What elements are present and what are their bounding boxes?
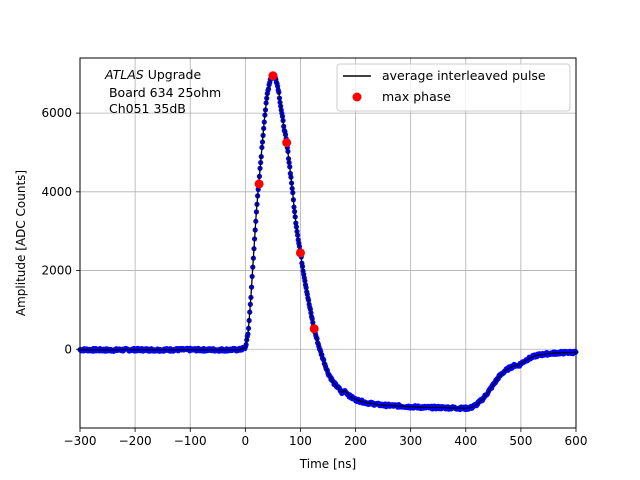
annotation-line-1: ATLAS Upgrade — [104, 67, 201, 82]
max-phase-points — [254, 71, 319, 334]
x-tick-label: 500 — [509, 434, 532, 448]
x-tick-label: 100 — [289, 434, 312, 448]
x-tick-label: 400 — [454, 434, 477, 448]
x-tick-label: −200 — [119, 434, 152, 448]
max-phase-point — [254, 179, 264, 189]
plot-frame — [79, 57, 577, 429]
legend-marker-max-phase — [352, 92, 362, 102]
x-tick-label: 300 — [399, 434, 422, 448]
x-tick-label: 0 — [242, 434, 250, 448]
max-phase-point — [268, 71, 278, 81]
y-tick-label: 2000 — [41, 264, 72, 278]
y-tick-label: 4000 — [41, 185, 72, 199]
average-pulse-line — [79, 74, 577, 409]
x-axis-title: Time [ns] — [299, 457, 356, 471]
y-tick-label: 0 — [64, 342, 72, 356]
y-axis-ticks: 0 2000 4000 6000 — [41, 106, 80, 356]
x-tick-label: −100 — [174, 434, 207, 448]
annotation-upgrade: Upgrade — [144, 67, 202, 82]
max-phase-point — [295, 248, 305, 258]
max-phase-point — [282, 138, 292, 148]
max-phase-point — [309, 324, 319, 334]
x-tick-label: −300 — [64, 434, 97, 448]
y-axis-title: Amplitude [ADC Counts] — [14, 170, 28, 316]
average-pulse-path — [79, 74, 577, 409]
legend-label-max-phase: max phase — [382, 89, 451, 104]
y-tick-label: 6000 — [41, 106, 72, 120]
legend-box — [336, 63, 571, 112]
legend-label-average-pulse: average interleaved pulse — [382, 68, 546, 83]
x-tick-label: 200 — [344, 434, 367, 448]
x-tick-label: 600 — [565, 434, 588, 448]
x-axis-ticks: −300 −200 −100 0 100 200 300 400 500 600 — [64, 428, 588, 448]
atlas-annotation: ATLAS Upgrade Board 634 25ohm Ch051 35dB — [104, 67, 221, 116]
annotation-atlas: ATLAS — [104, 67, 144, 82]
annotation-line-3: Ch051 35dB — [105, 101, 186, 116]
annotation-line-2: Board 634 25ohm — [105, 85, 221, 100]
legend: average interleaved pulse max phase — [336, 63, 571, 112]
